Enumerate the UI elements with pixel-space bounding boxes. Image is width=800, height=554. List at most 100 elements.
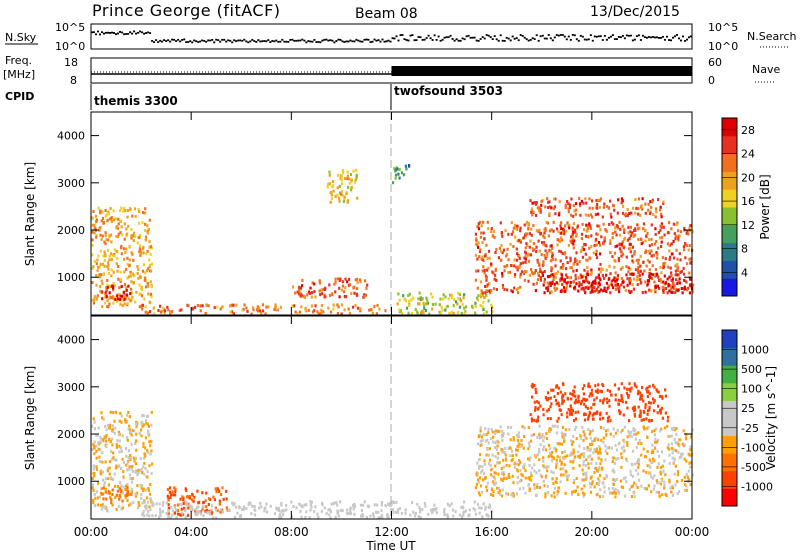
power-cell xyxy=(492,287,496,291)
power-cell xyxy=(100,210,104,214)
velocity-cell xyxy=(136,491,139,495)
power-cell xyxy=(582,280,585,284)
power-cell xyxy=(663,233,666,237)
nsky-point xyxy=(225,40,228,43)
power-cell xyxy=(313,290,316,293)
power-cell xyxy=(474,311,477,315)
velocity-cell xyxy=(236,511,239,515)
velocity-cell xyxy=(637,478,641,482)
power-cell xyxy=(603,237,606,241)
power-cell xyxy=(566,221,569,225)
velocity-cell xyxy=(212,495,215,499)
nsky-point xyxy=(541,34,544,37)
velocity-cell xyxy=(508,464,511,468)
velocity-cell xyxy=(614,398,617,402)
power-cell xyxy=(549,205,552,209)
velocity-cell xyxy=(639,397,642,401)
velocity-cell xyxy=(137,469,140,473)
power-cell xyxy=(688,257,691,261)
velocity-cell xyxy=(552,482,555,486)
velocity-cell xyxy=(404,512,407,515)
power-cell xyxy=(663,274,666,278)
power-cell xyxy=(639,278,642,282)
power-cell xyxy=(610,283,613,287)
velocity-cell xyxy=(259,501,262,505)
power-cell xyxy=(457,311,460,315)
velocity-cell xyxy=(625,480,628,484)
velocity-cell xyxy=(114,484,117,488)
velocity-cell xyxy=(417,515,420,519)
power-cell xyxy=(110,268,113,272)
velocity-cell xyxy=(117,432,120,436)
power-cell xyxy=(676,269,679,273)
power-cell xyxy=(603,276,606,280)
power-cell xyxy=(513,223,517,227)
nsky-point xyxy=(147,31,150,34)
velocity-cell xyxy=(583,433,586,437)
velocity-cell xyxy=(657,404,660,408)
power-cell xyxy=(356,277,359,281)
velocity-cell xyxy=(518,479,522,483)
power-cell xyxy=(586,270,589,274)
velocity-cell xyxy=(111,429,114,433)
power-cell xyxy=(534,269,537,273)
power-cell xyxy=(550,282,554,286)
velocity-cell xyxy=(500,467,503,470)
velocity-cell xyxy=(93,474,96,478)
power-cell xyxy=(664,257,667,261)
power-cell xyxy=(487,227,490,231)
nsky-point xyxy=(125,33,128,35)
power-cell xyxy=(657,198,660,202)
velocity-cell xyxy=(481,439,484,442)
velocity-cell xyxy=(582,478,585,482)
power-cell xyxy=(563,232,566,236)
power-cell xyxy=(120,294,124,298)
power-cell xyxy=(340,174,343,178)
velocity-cell xyxy=(100,487,103,491)
power-cell xyxy=(303,294,306,298)
velocity-cell xyxy=(626,443,629,447)
power-cell xyxy=(342,199,346,203)
velocity-cell xyxy=(184,487,187,491)
velocity-cell xyxy=(234,505,237,509)
power-cell xyxy=(125,227,128,231)
velocity-cell xyxy=(607,416,610,420)
power-cell xyxy=(530,271,534,274)
velocity-cell xyxy=(602,399,605,403)
power-cell xyxy=(668,231,671,235)
velocity-cell xyxy=(590,482,594,486)
power-cell xyxy=(488,256,491,260)
velocity-cell xyxy=(140,434,143,438)
power-cell xyxy=(614,279,617,283)
velocity-cell xyxy=(100,437,103,441)
velocity-cell xyxy=(501,429,504,433)
nsky-point xyxy=(465,35,468,38)
power-cell xyxy=(140,294,144,298)
velocity-cell xyxy=(360,509,363,512)
nsky-point xyxy=(317,41,320,43)
velocity-cell xyxy=(134,456,138,460)
velocity-cell xyxy=(553,486,556,490)
power-cell xyxy=(611,286,615,290)
velocity-cell xyxy=(184,515,187,519)
velocity-cell xyxy=(554,398,557,402)
power-cell xyxy=(613,258,616,262)
power-cell xyxy=(643,269,646,273)
velocity-cell xyxy=(597,482,600,486)
power-cell xyxy=(565,281,568,285)
power-cell xyxy=(639,254,642,258)
power-cell xyxy=(544,227,547,230)
nsky-point xyxy=(533,38,536,40)
power-cell xyxy=(543,291,546,295)
power-cell xyxy=(565,273,568,277)
velocity-cell xyxy=(507,447,510,450)
power-cell xyxy=(130,251,133,255)
power-cell xyxy=(618,290,621,294)
velocity-cell xyxy=(633,414,637,418)
power-cell xyxy=(675,248,678,252)
nsky-point xyxy=(127,33,130,35)
velocity-cell xyxy=(95,456,98,460)
power-cell xyxy=(384,309,387,313)
nsky-point xyxy=(335,40,338,42)
velocity-cell xyxy=(177,512,180,516)
